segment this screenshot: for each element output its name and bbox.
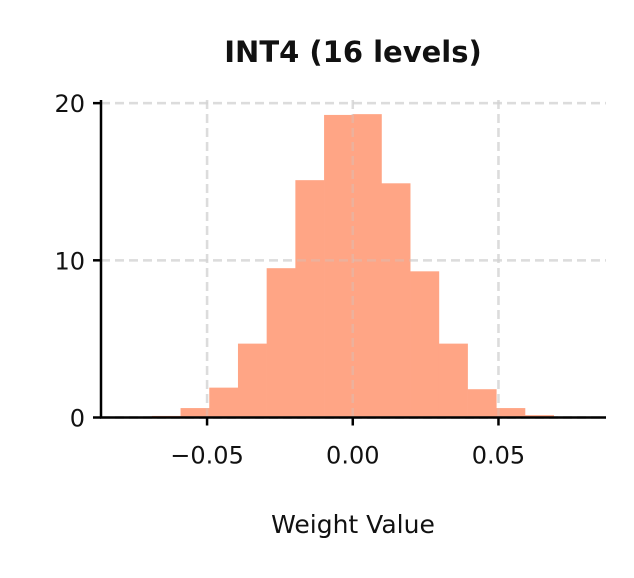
histogram-bar [381, 183, 411, 418]
histogram-bar [467, 389, 497, 418]
histogram-bar [438, 343, 468, 418]
y-tick-label: 10 [54, 247, 85, 275]
histogram-bar [180, 408, 210, 418]
histogram-bar [410, 271, 440, 418]
x-tick-label: 0.05 [472, 442, 525, 470]
histogram-bar [496, 408, 526, 418]
histogram-bar [295, 180, 325, 418]
x-tick-label: 0.00 [326, 442, 379, 470]
histogram-bar [324, 114, 354, 418]
chart-title: INT4 (16 levels) [224, 35, 481, 69]
y-tick-label: 20 [54, 90, 85, 118]
histogram-bar [352, 114, 382, 418]
histogram-bar [266, 268, 296, 418]
x-tick-label: −0.05 [170, 442, 244, 470]
histogram-bar [209, 387, 239, 418]
y-tick-label: 0 [70, 405, 85, 433]
bars [101, 100, 606, 419]
histogram-bar [237, 343, 267, 418]
x-axis-label: Weight Value [271, 510, 435, 539]
axes: −0.05 0.00 0.05 0 10 20 [54, 90, 606, 470]
